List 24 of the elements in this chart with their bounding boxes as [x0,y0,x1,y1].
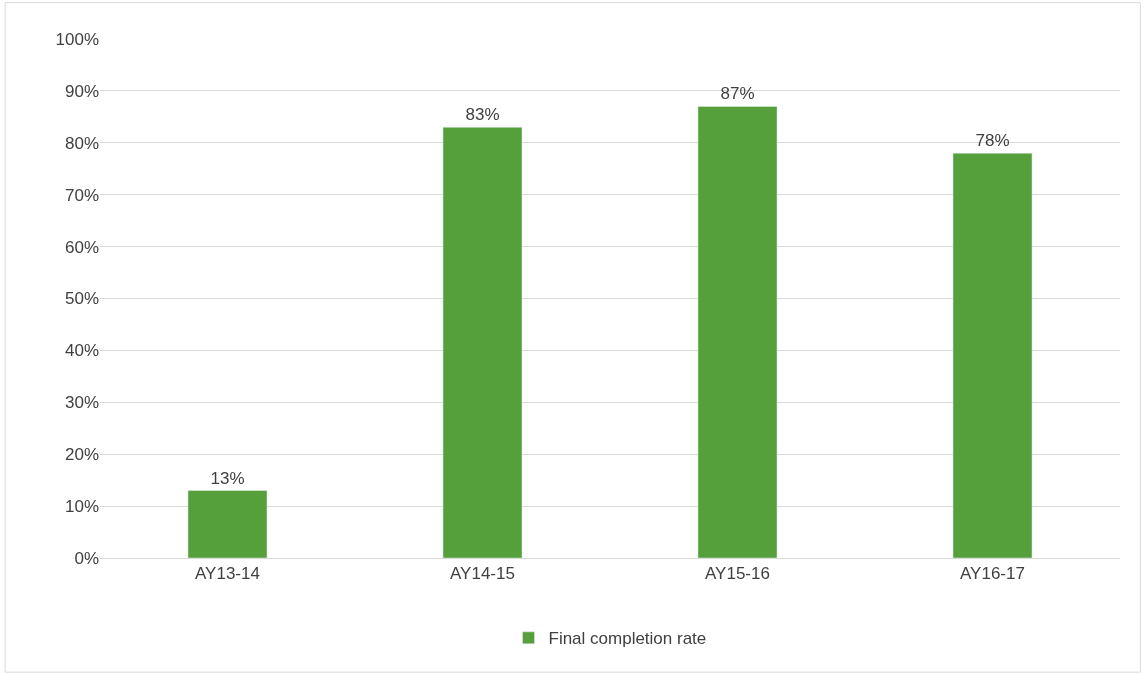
x-tick-label: AY16-17 [960,564,1025,584]
bar [952,152,1033,558]
legend-label: Final completion rate [548,629,707,649]
data-label: 78% [975,131,1010,151]
y-tick-label: 60% [64,237,99,257]
bar [442,126,523,558]
y-tick-label: 70% [64,185,99,205]
y-tick-label: 40% [64,341,99,361]
y-tick-label: 80% [64,133,99,153]
data-label: 87% [720,84,755,104]
y-tick-label: 100% [55,29,99,49]
y-tick-label: 0% [74,548,99,568]
y-tick-label: 30% [64,393,99,413]
bar [187,490,268,558]
data-label: 13% [210,468,245,488]
y-tick-label: 10% [64,497,99,517]
bar [697,106,778,558]
x-tick-label: AY15-16 [705,564,770,584]
data-label: 83% [465,105,500,125]
x-tick-label: AY13-14 [195,564,260,584]
y-tick-label: 50% [64,289,99,309]
x-tick-label: AY14-15 [450,564,515,584]
y-tick-label: 20% [64,445,99,465]
y-tick-label: 90% [64,81,99,101]
